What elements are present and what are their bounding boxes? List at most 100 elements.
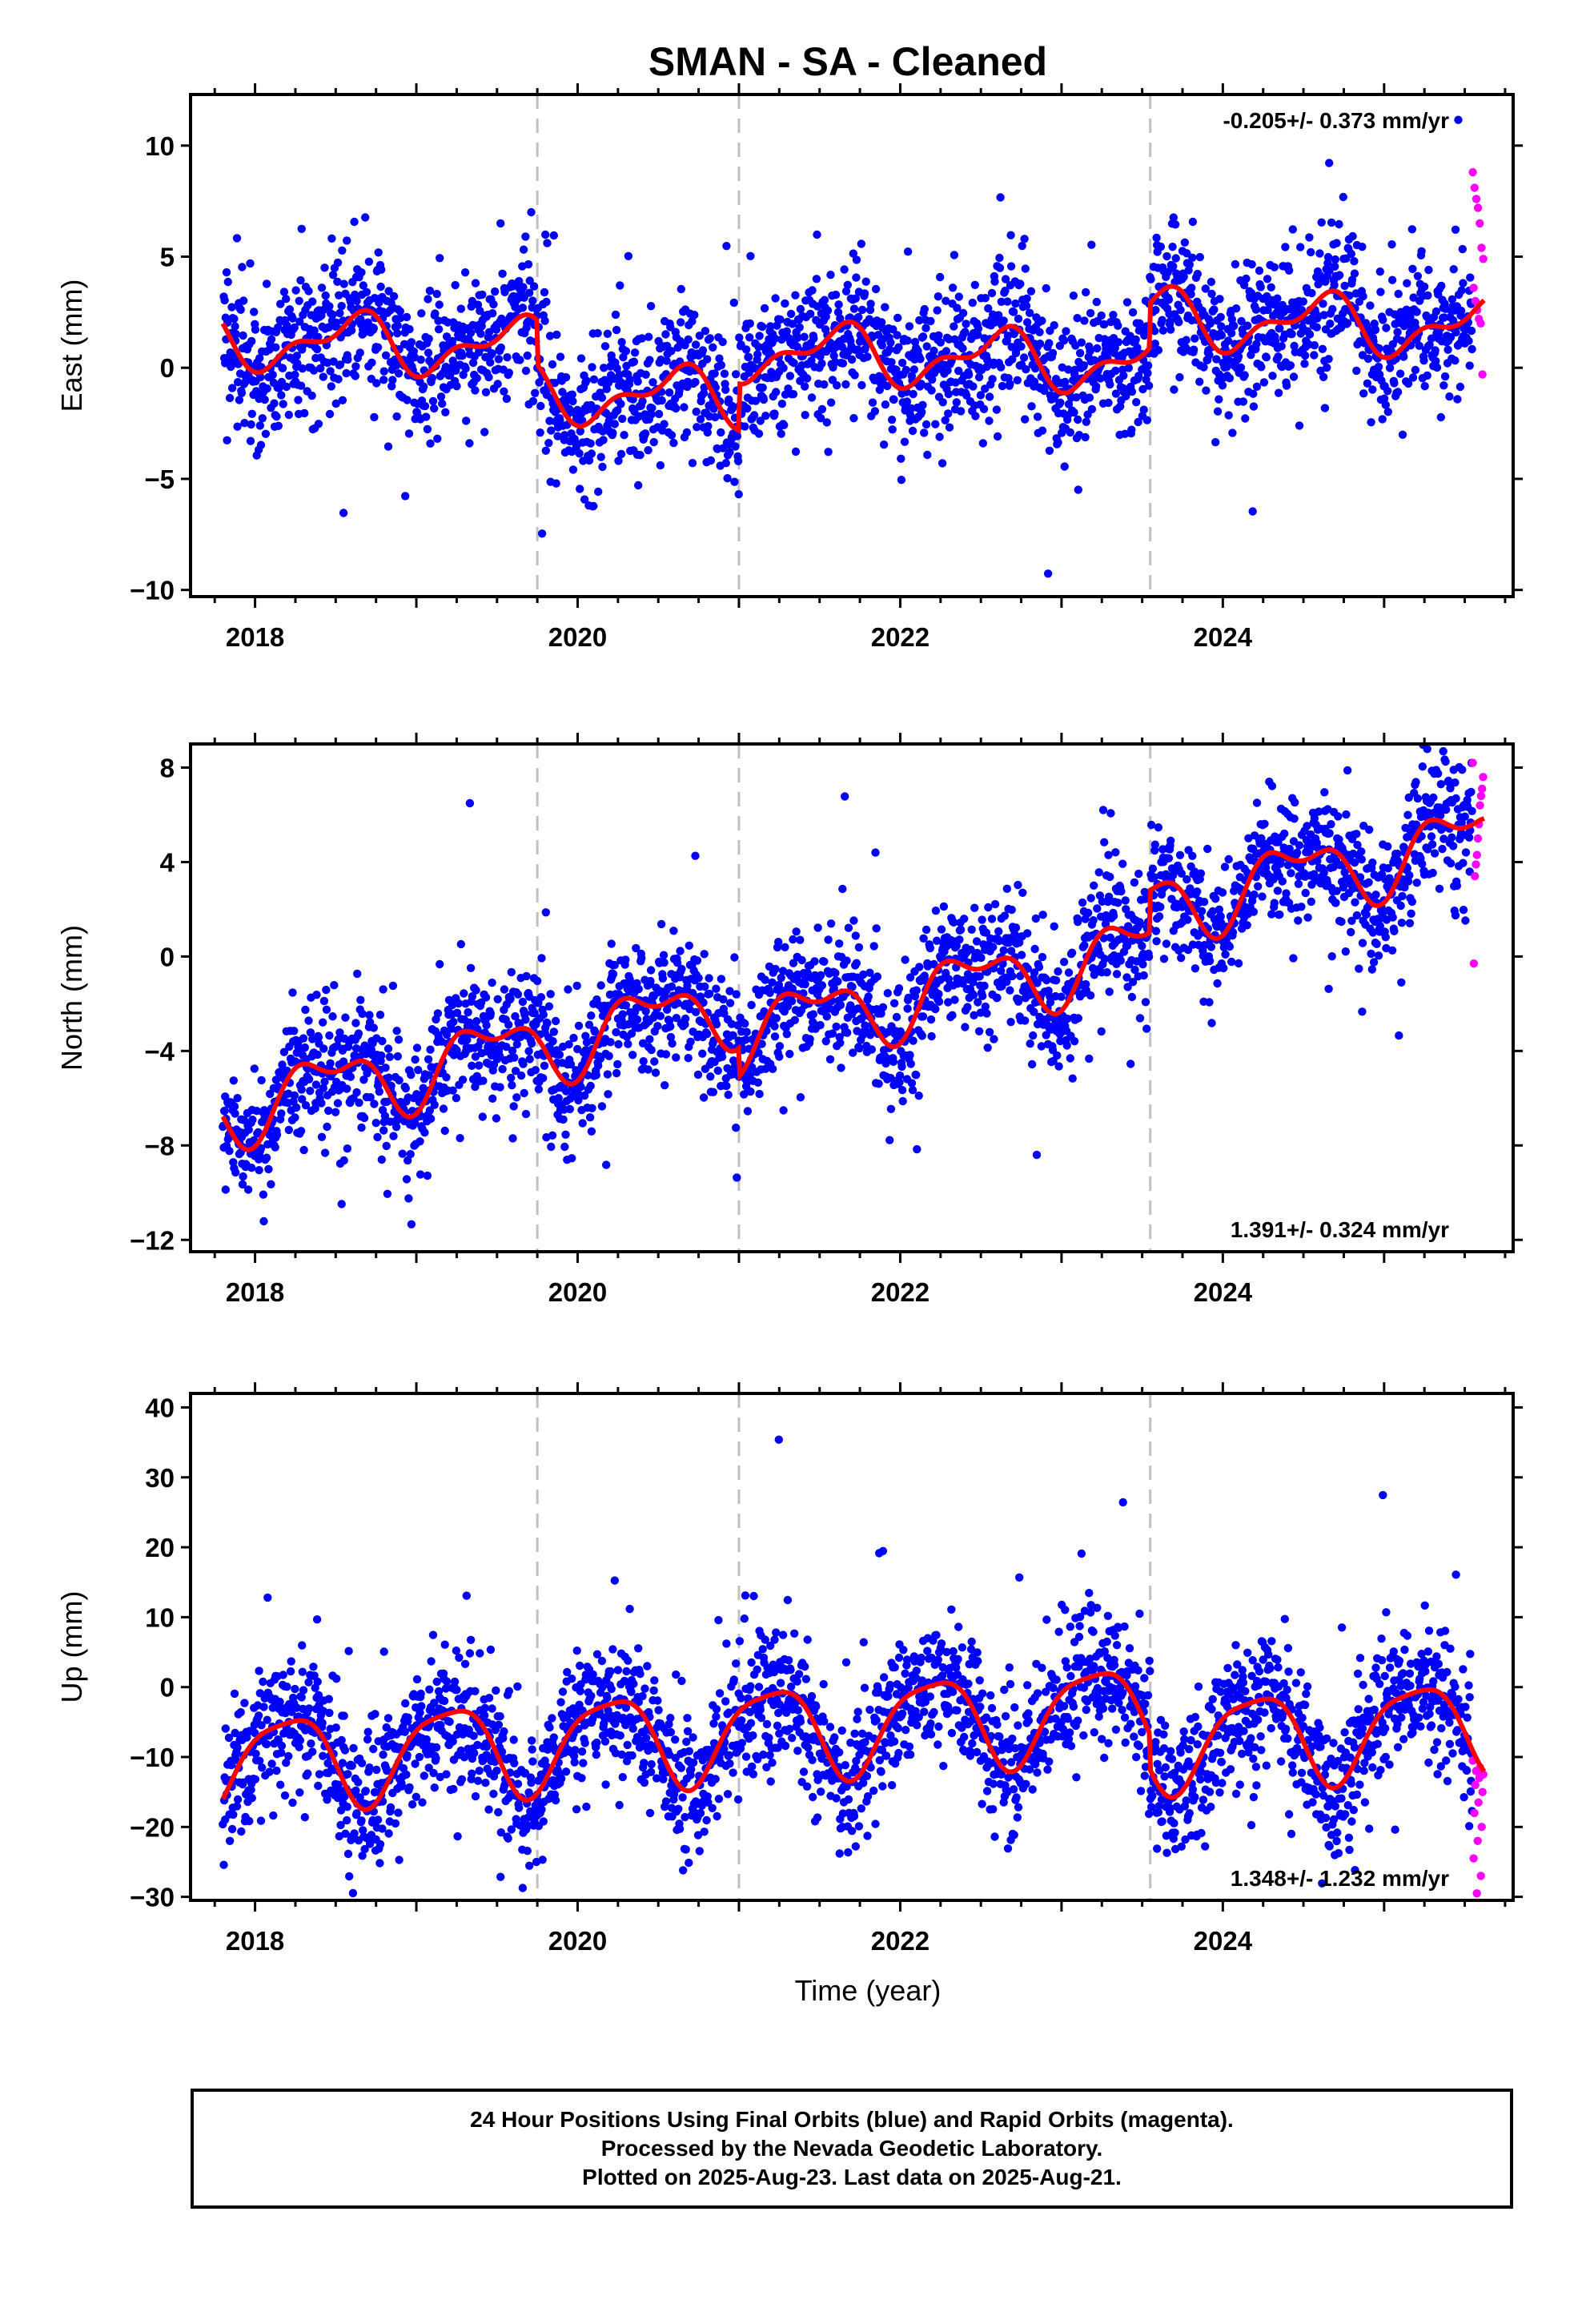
data-point <box>1021 415 1030 424</box>
data-point <box>668 1039 677 1048</box>
data-point <box>1394 289 1403 299</box>
data-point <box>240 419 249 428</box>
data-point <box>259 1216 268 1226</box>
data-point <box>1152 937 1161 946</box>
data-point <box>677 964 686 974</box>
data-point <box>978 915 986 924</box>
data-point <box>545 332 555 340</box>
data-point <box>801 979 809 989</box>
data-point <box>720 369 729 378</box>
data-point <box>790 1015 799 1025</box>
data-point <box>1203 844 1212 854</box>
data-point <box>1310 870 1319 879</box>
data-point <box>1175 372 1184 382</box>
data-point <box>669 438 678 448</box>
data-point <box>596 452 605 461</box>
data-point <box>446 371 455 380</box>
data-point <box>836 1039 845 1047</box>
data-point <box>1073 314 1082 323</box>
data-point <box>290 1091 299 1100</box>
data-point <box>732 1124 741 1132</box>
data-point <box>950 995 959 1004</box>
data-point <box>650 1057 659 1066</box>
data-point <box>1242 274 1251 283</box>
data-point <box>1010 930 1019 939</box>
data-point <box>1318 344 1327 353</box>
data-point <box>610 960 619 970</box>
data-point <box>1267 910 1276 919</box>
data-point <box>521 232 530 241</box>
data-point <box>931 1004 940 1014</box>
data-point <box>261 429 271 438</box>
data-point <box>600 342 610 351</box>
data-point <box>729 1031 737 1040</box>
data-point <box>1119 371 1128 380</box>
data-point <box>251 325 260 334</box>
data-point <box>343 236 351 245</box>
data-point <box>661 330 670 339</box>
data-point <box>341 1013 350 1022</box>
data-point <box>425 286 435 296</box>
data-point <box>771 294 780 303</box>
data-point <box>620 431 628 440</box>
data-point <box>404 429 414 438</box>
data-point <box>488 309 497 318</box>
data-point <box>223 436 231 444</box>
data-point <box>1134 869 1143 879</box>
data-point <box>1123 983 1132 991</box>
data-point <box>257 1076 266 1085</box>
data-point <box>1403 379 1413 388</box>
data-point <box>1134 417 1142 427</box>
data-point <box>507 1073 516 1083</box>
data-point <box>277 391 286 400</box>
data-point <box>621 347 631 356</box>
data-point <box>614 1039 623 1049</box>
data-point <box>227 303 236 312</box>
data-point <box>1274 352 1283 361</box>
data-point <box>1327 218 1336 227</box>
data-point <box>516 356 524 364</box>
data-point <box>725 987 734 995</box>
data-point <box>541 908 550 917</box>
data-point <box>639 1057 648 1066</box>
data-point <box>730 953 739 962</box>
data-point <box>1001 286 1010 296</box>
data-point <box>1347 916 1356 926</box>
data-point <box>1310 814 1319 822</box>
data-point <box>379 985 387 994</box>
data-point <box>383 1189 392 1199</box>
data-point <box>1367 418 1375 427</box>
data-point <box>705 974 713 983</box>
data-point <box>539 1010 548 1019</box>
data-point <box>1468 344 1476 354</box>
data-point <box>521 1015 530 1024</box>
data-point <box>1215 905 1224 915</box>
data-point <box>1316 366 1325 376</box>
data-point <box>1218 381 1227 390</box>
data-point <box>1150 327 1159 336</box>
data-point <box>786 309 796 319</box>
data-point <box>905 973 915 982</box>
data-point <box>673 959 682 967</box>
data-point <box>864 992 873 1001</box>
data-point <box>300 1043 309 1052</box>
data-point <box>1328 304 1337 314</box>
data-point <box>982 928 991 937</box>
data-point <box>357 268 366 277</box>
data-point <box>1241 414 1250 423</box>
rapid-point <box>1470 183 1480 192</box>
data-point <box>381 1063 390 1072</box>
data-point <box>852 959 861 967</box>
data-point <box>1252 798 1262 807</box>
data-point <box>1118 859 1127 868</box>
data-point <box>436 254 444 263</box>
data-point <box>768 1064 777 1074</box>
data-point <box>1419 282 1429 292</box>
data-point <box>963 1003 972 1011</box>
data-point <box>897 476 906 485</box>
data-point <box>1452 328 1460 337</box>
data-point <box>1106 933 1115 943</box>
data-point <box>1205 351 1214 360</box>
data-point <box>840 265 849 274</box>
